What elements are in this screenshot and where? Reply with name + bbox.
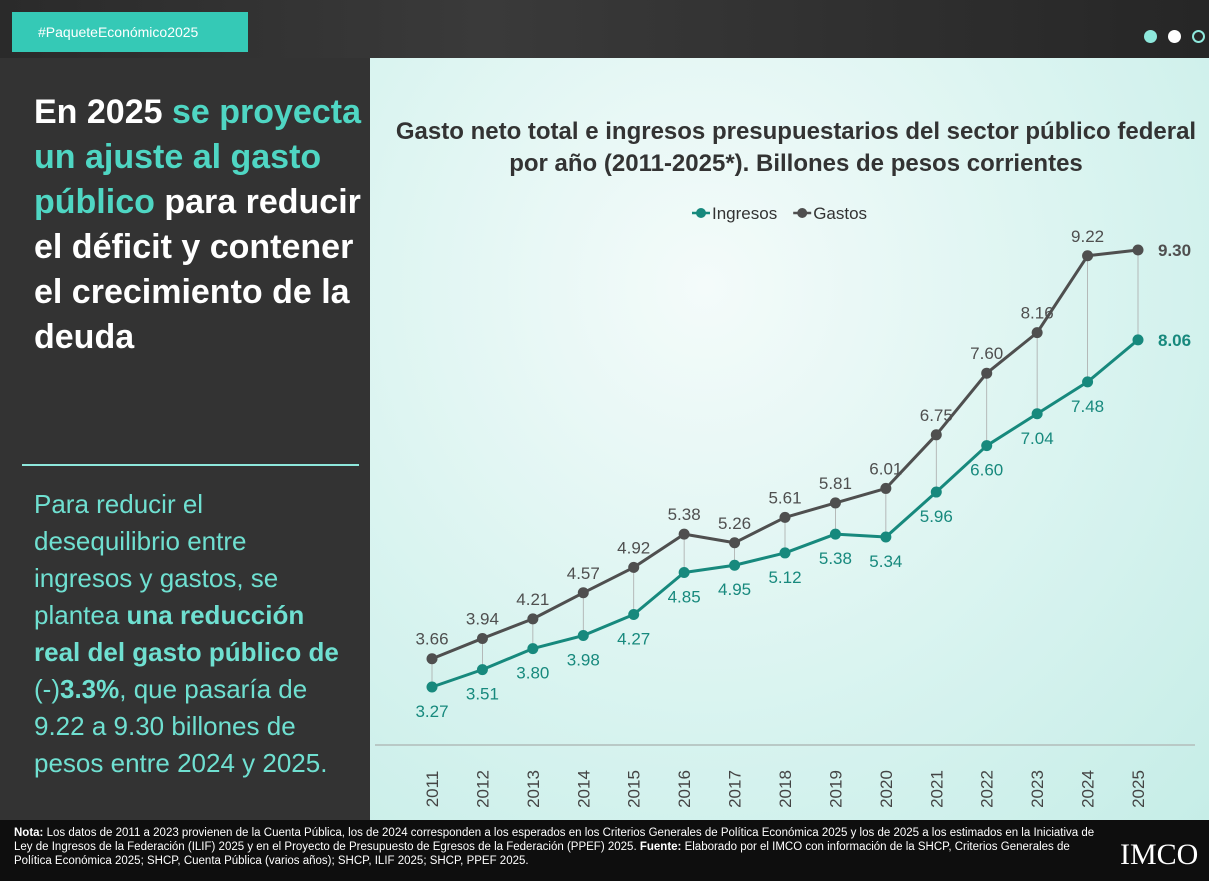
data-label: 3.98: [567, 651, 600, 670]
headline: En 2025 se proyecta un ajuste al gasto p…: [34, 90, 364, 360]
point: [679, 529, 690, 540]
point: [981, 440, 992, 451]
point: [1082, 250, 1093, 261]
data-label: 6.75: [920, 406, 953, 425]
divider: [22, 464, 359, 466]
point: [1082, 376, 1093, 387]
point: [981, 368, 992, 379]
page: #PaqueteEconómico2025 En 2025 se proyect…: [0, 0, 1209, 881]
data-label: 4.92: [617, 538, 650, 557]
legend-label: Ingresos: [712, 204, 777, 223]
x-tick-label: 2013: [524, 770, 543, 808]
data-label: 6.60: [970, 461, 1003, 480]
data-label: 5.38: [668, 505, 701, 524]
point: [931, 429, 942, 440]
data-label: 4.95: [718, 580, 751, 599]
headline-segment: En 2025: [34, 93, 172, 131]
point: [1032, 408, 1043, 419]
data-label: 9.30: [1158, 241, 1191, 260]
point: [477, 633, 488, 644]
dot: [1144, 30, 1157, 43]
data-label: 5.96: [920, 507, 953, 526]
x-tick-label: 2012: [473, 770, 492, 808]
x-tick-label: 2018: [776, 770, 795, 808]
point: [527, 613, 538, 624]
point: [679, 567, 690, 578]
note-segment: Nota:: [14, 827, 43, 839]
x-tick-label: 2011: [423, 771, 442, 808]
data-label: 8.16: [1021, 304, 1054, 323]
data-label: 3.66: [415, 630, 448, 649]
data-label: 4.21: [516, 590, 549, 609]
point: [1133, 245, 1144, 256]
x-tick-label: 2022: [978, 770, 997, 808]
point: [628, 609, 639, 620]
point: [780, 512, 791, 523]
logo: IMCO: [1120, 838, 1198, 872]
paragraph: Para reducir el desequilibrio entre ingr…: [34, 486, 349, 782]
point: [880, 531, 891, 542]
point: [628, 562, 639, 573]
data-label: 4.57: [567, 564, 600, 583]
x-tick-label: 2023: [1028, 770, 1047, 808]
data-label: 5.81: [819, 474, 852, 493]
dot: [1168, 30, 1181, 43]
data-label: 4.27: [617, 630, 650, 649]
legend-label: Gastos: [813, 204, 867, 223]
data-label: 5.38: [819, 549, 852, 568]
data-label: 7.48: [1071, 397, 1104, 416]
point: [830, 497, 841, 508]
point: [729, 560, 740, 571]
point: [527, 643, 538, 654]
point: [1032, 327, 1043, 338]
footer-note: Nota: Los datos de 2011 a 2023 provienen…: [0, 826, 1100, 881]
x-tick-label: 2017: [726, 770, 745, 808]
data-label: 9.22: [1071, 227, 1104, 246]
data-label: 5.26: [718, 514, 751, 533]
point: [1133, 334, 1144, 345]
paragraph-segment: (-): [34, 674, 60, 704]
data-label: 3.94: [466, 609, 499, 628]
point: [880, 483, 891, 494]
x-tick-label: 2019: [826, 770, 845, 808]
data-label: 5.61: [768, 488, 801, 507]
point: [780, 547, 791, 558]
data-label: 3.51: [466, 685, 499, 704]
data-label: 6.01: [869, 459, 902, 478]
point: [578, 630, 589, 641]
chart-title: Gasto neto total e ingresos presupuestar…: [390, 116, 1202, 180]
legend-marker: [696, 208, 706, 218]
data-label: 5.34: [869, 552, 902, 571]
point: [578, 587, 589, 598]
x-tick-label: 2015: [625, 770, 644, 808]
dot: [1192, 30, 1205, 43]
data-label: 7.04: [1021, 429, 1054, 448]
legend-marker: [797, 208, 807, 218]
point: [477, 664, 488, 675]
point: [427, 653, 438, 664]
data-label: 5.12: [768, 568, 801, 587]
chart-panel: 2011 2012 2013 2014 2015 2016 2017 2018 2019 2020…: [370, 58, 1209, 820]
data-label: 3.27: [415, 702, 448, 721]
paragraph-segment: 3.3%: [60, 674, 119, 704]
x-tick-label: 2016: [675, 770, 694, 808]
data-label: 7.60: [970, 344, 1003, 363]
note-segment: Fuente:: [640, 841, 682, 853]
data-label: 8.06: [1158, 331, 1191, 350]
point: [729, 537, 740, 548]
x-tick-label: 2020: [877, 770, 896, 808]
side-panel: En 2025 se proyecta un ajuste al gasto p…: [0, 58, 370, 820]
data-label: 4.85: [668, 587, 701, 606]
x-tick-label: 2021: [927, 770, 946, 808]
x-tick-label: 2025: [1129, 770, 1148, 808]
x-tick-label: 2024: [1079, 770, 1098, 808]
point: [830, 529, 841, 540]
top-bar: #PaqueteEconómico2025: [0, 0, 1209, 58]
point: [427, 682, 438, 693]
data-label: 3.80: [516, 664, 549, 683]
x-tick-label: 2014: [574, 770, 593, 808]
hashtag: #PaqueteEconómico2025: [12, 12, 248, 52]
point: [931, 487, 942, 498]
